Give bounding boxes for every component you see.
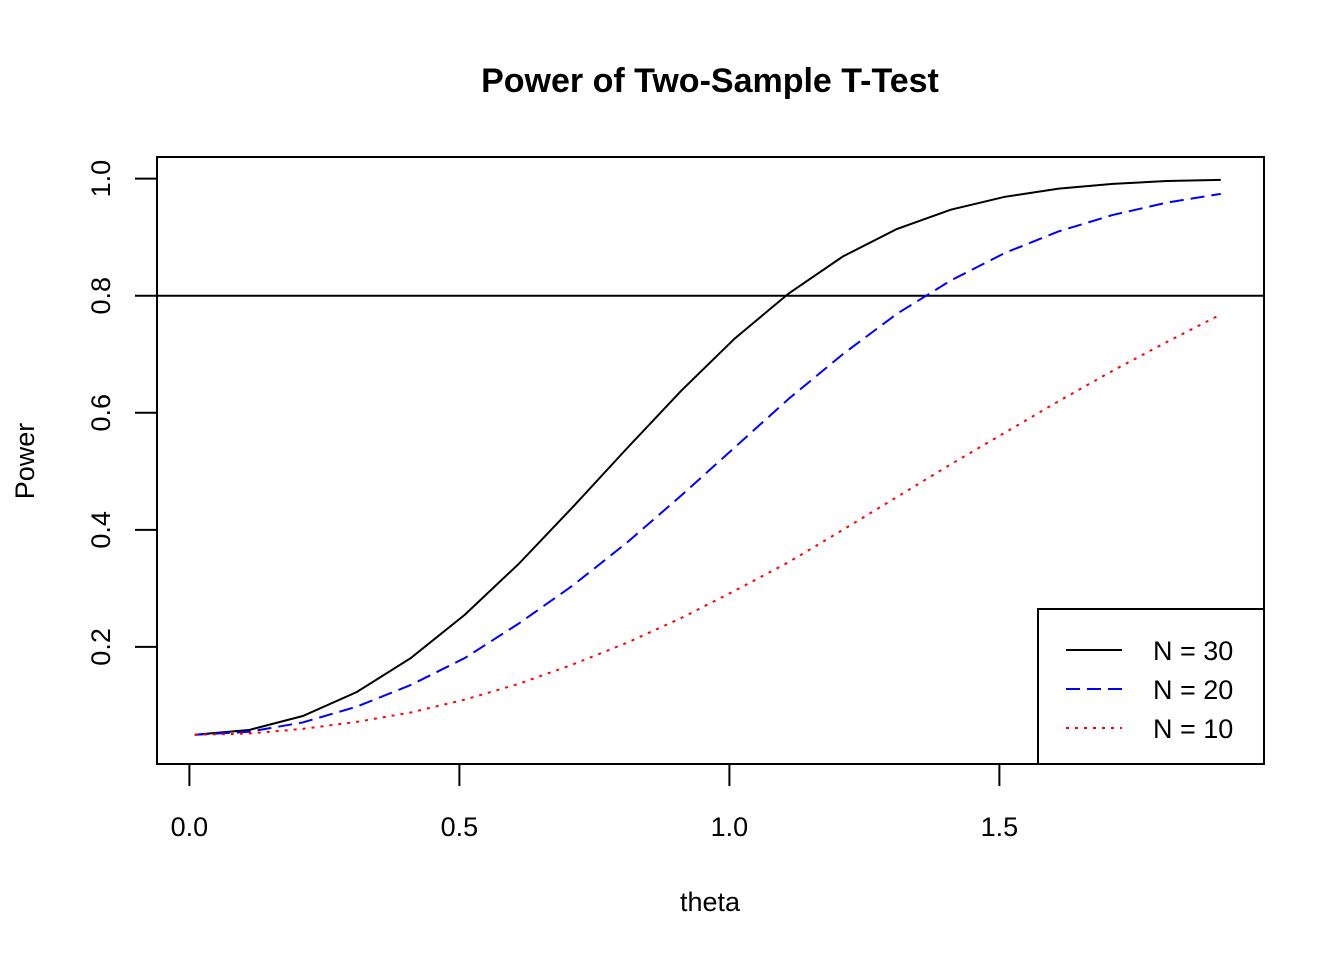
plot-area	[157, 178, 1264, 736]
legend-box	[1037, 608, 1265, 765]
y-axis: 0.2 0.4 0.6 0.8 1.0	[86, 160, 158, 666]
x-axis-label: theta	[680, 887, 741, 917]
legend-label: N = 10	[1153, 714, 1233, 744]
chart-title: Power of Two-Sample T-Test	[481, 62, 939, 100]
x-tick-label: 1.5	[981, 812, 1019, 842]
y-tick-label: 0.8	[86, 277, 116, 315]
x-axis: 0.0 0.5 1.0 1.5	[171, 763, 1019, 842]
legend-label: N = 20	[1153, 675, 1233, 705]
legend: N = 30 N = 20 N = 10	[1037, 608, 1265, 765]
y-tick-label: 1.0	[86, 160, 116, 198]
y-tick-label: 0.2	[86, 628, 116, 666]
y-tick-label: 0.4	[86, 511, 116, 549]
x-tick-label: 1.0	[711, 812, 749, 842]
series-line-1	[194, 178, 1221, 736]
legend-label: N = 30	[1153, 636, 1233, 666]
y-axis-label: Power	[10, 423, 40, 500]
y-tick-label: 0.6	[86, 394, 116, 432]
series-line-2	[194, 192, 1221, 736]
x-tick-label: 0.0	[171, 812, 209, 842]
x-tick-label: 0.5	[441, 812, 479, 842]
series-line-3	[194, 313, 1222, 736]
